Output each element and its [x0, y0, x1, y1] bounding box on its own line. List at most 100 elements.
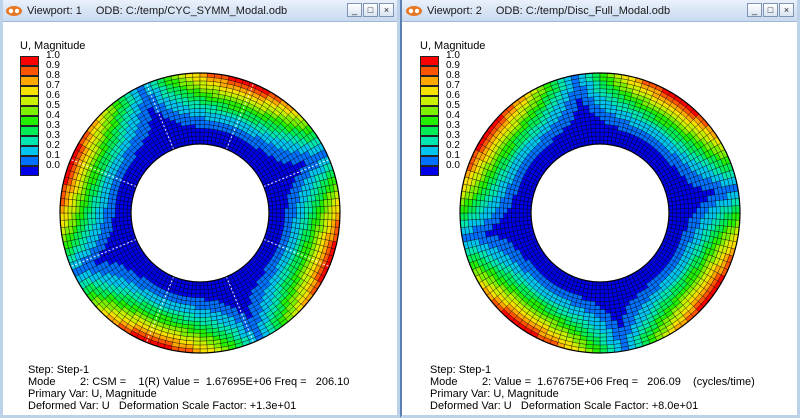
- mesh-element: [292, 207, 297, 214]
- mesh-element: [518, 212, 524, 218]
- mesh-element: [712, 212, 717, 220]
- mesh-element: [199, 88, 207, 94]
- mesh-element: [79, 212, 85, 220]
- mesh-element: [199, 135, 205, 141]
- mesh-element: [479, 212, 485, 220]
- mesh-element: [194, 313, 201, 318]
- step-label: Step: Step-1: [28, 364, 90, 376]
- mesh-element: [487, 206, 492, 214]
- mesh-element: [599, 285, 605, 291]
- viewport-titlebar[interactable]: Viewport: 1 ODB: C:/temp/CYC_SYMM_Modal.…: [0, 0, 400, 22]
- viewport-2[interactable]: Viewport: 2 ODB: C:/temp/Disc_Full_Modal…: [400, 0, 800, 418]
- mesh-element: [111, 212, 116, 218]
- close-button[interactable]: ×: [379, 3, 394, 17]
- mesh-element: [205, 104, 212, 110]
- mesh-element: [723, 219, 729, 227]
- mesh-element: [194, 309, 201, 314]
- mesh-element: [495, 201, 501, 208]
- legend-swatch: [20, 116, 39, 126]
- mesh-element: [688, 217, 693, 223]
- close-button[interactable]: ×: [779, 3, 794, 17]
- viewport-titlebar[interactable]: Viewport: 2 ODB: C:/temp/Disc_Full_Modal…: [400, 0, 800, 22]
- mesh-element: [79, 218, 85, 226]
- mesh-element: [587, 328, 595, 334]
- mesh-element: [199, 344, 208, 350]
- legend-value: 0.4: [46, 110, 60, 121]
- mesh-element: [680, 217, 685, 223]
- mesh-element: [599, 76, 608, 82]
- mesh-element: [199, 124, 205, 129]
- mesh-element: [608, 292, 614, 298]
- mesh-element: [590, 124, 596, 129]
- mesh-element: [91, 201, 97, 208]
- mesh-element: [103, 207, 108, 214]
- mesh-element: [205, 324, 213, 330]
- mesh-element: [522, 208, 528, 214]
- mesh-element: [194, 120, 201, 125]
- mesh-element: [199, 309, 206, 314]
- mesh-element: [692, 207, 697, 214]
- mesh-element: [593, 92, 601, 98]
- mesh-element: [699, 218, 705, 225]
- mesh-element: [199, 92, 207, 98]
- mesh-element: [475, 219, 481, 227]
- maximize-button[interactable]: □: [363, 3, 378, 17]
- mesh-element: [115, 212, 120, 218]
- mesh-element: [684, 203, 689, 209]
- mesh-element: [206, 76, 215, 82]
- mesh-element: [203, 132, 209, 137]
- mesh-element: [503, 212, 508, 219]
- mesh-element: [727, 212, 733, 221]
- mesh-element: [696, 212, 701, 219]
- mesh-element: [593, 88, 601, 94]
- mesh-element: [587, 288, 593, 294]
- minimize-button[interactable]: _: [347, 3, 362, 17]
- mesh-element: [599, 120, 606, 125]
- mesh-element: [604, 304, 611, 310]
- mesh-element: [708, 212, 713, 220]
- viewport-1[interactable]: Viewport: 1 ODB: C:/temp/CYC_SYMM_Modal.…: [0, 0, 400, 418]
- mesh-element: [199, 313, 206, 318]
- mesh-element: [205, 92, 213, 98]
- mesh-element: [303, 201, 309, 208]
- mesh-element: [191, 132, 197, 137]
- mesh-element: [115, 199, 121, 205]
- mesh-element: [688, 207, 693, 214]
- mesh-element: [194, 301, 201, 306]
- mesh-element: [487, 201, 493, 208]
- legend-swatch: [420, 66, 439, 76]
- mesh-element: [95, 212, 100, 219]
- mesh-element: [83, 200, 89, 208]
- mesh-element: [194, 305, 201, 310]
- minimize-button[interactable]: _: [747, 3, 762, 17]
- mesh-element: [503, 202, 509, 209]
- mesh-element: [591, 136, 597, 141]
- mesh-element: [511, 217, 516, 223]
- mesh-element: [195, 285, 201, 291]
- mesh-element: [595, 131, 601, 137]
- mesh-element: [193, 332, 201, 338]
- mesh-element: [672, 208, 678, 214]
- mesh-element: [515, 217, 520, 223]
- mesh-element: [193, 321, 201, 326]
- mesh-element: [672, 212, 678, 218]
- mesh-element: [195, 293, 201, 298]
- legend-value: 0.9: [46, 60, 60, 71]
- mesh-element: [199, 131, 205, 137]
- mesh-element: [723, 206, 729, 214]
- mesh-element: [331, 212, 337, 221]
- legend-swatch: [20, 96, 39, 106]
- mesh-element: [592, 80, 601, 86]
- mesh-element: [604, 297, 610, 302]
- mesh-element: [272, 216, 277, 222]
- mesh-element: [199, 332, 207, 338]
- mesh-element: [185, 344, 194, 350]
- mesh-element: [595, 128, 601, 133]
- mesh-element: [467, 212, 473, 221]
- mesh-element: [604, 116, 611, 122]
- mesh-element: [483, 212, 488, 220]
- legend-value: 0.3: [446, 130, 460, 141]
- mesh-element: [522, 212, 528, 218]
- maximize-button[interactable]: □: [763, 3, 778, 17]
- mesh-element: [719, 212, 725, 220]
